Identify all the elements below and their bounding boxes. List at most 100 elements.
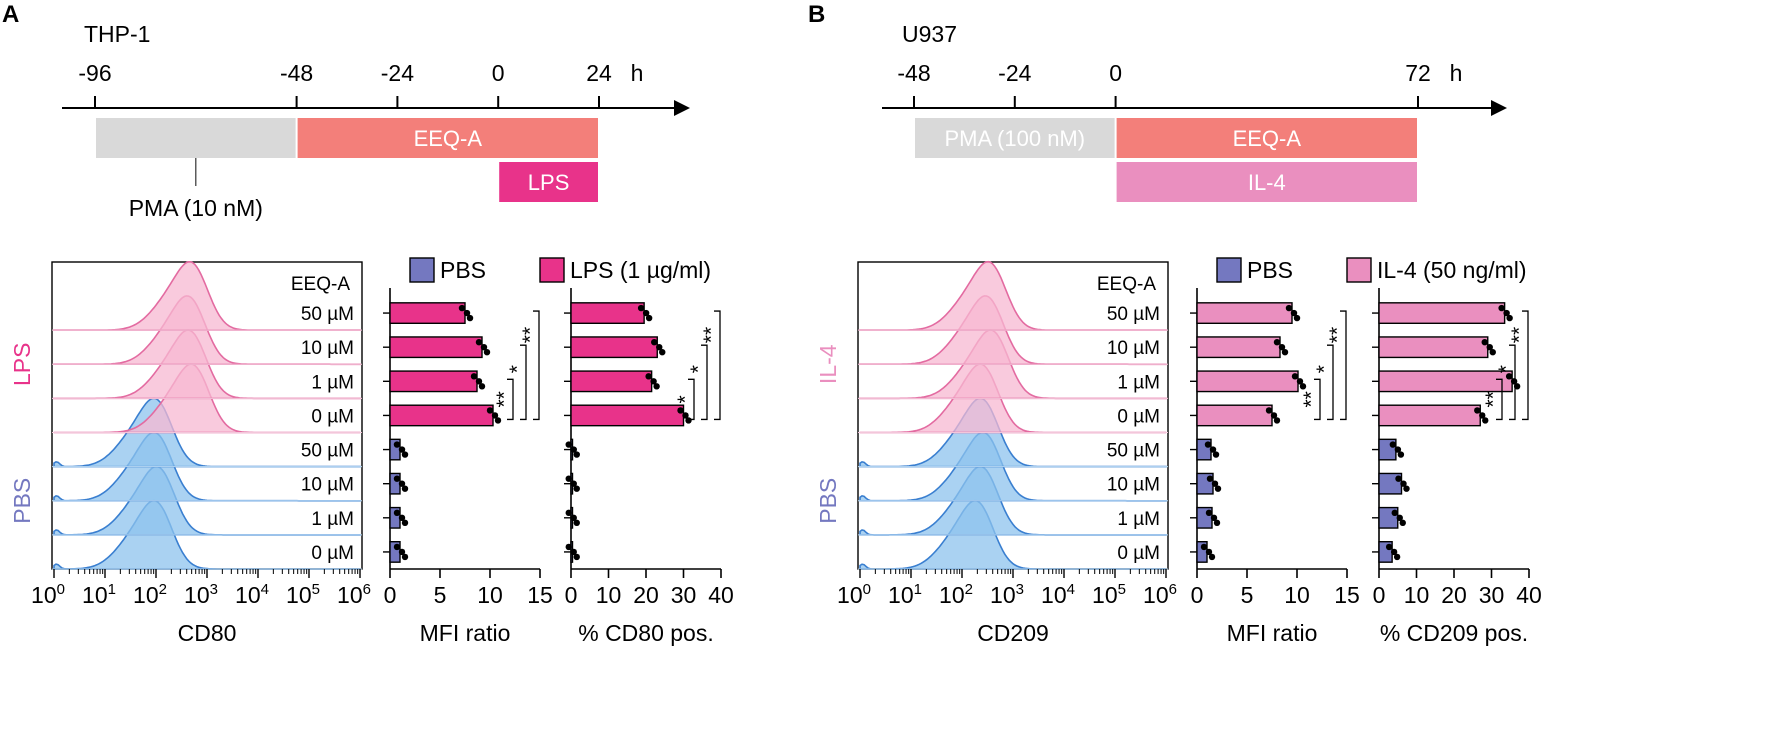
row-label: 0 µM xyxy=(311,543,354,564)
panel-b: B U937 -48 -24 0 72 h PMA (100 nM) EEQ-A IL-4 EEQ-… xyxy=(808,1,1542,646)
row-label: 1 µM xyxy=(1117,372,1160,393)
row-label: 0 µM xyxy=(1117,543,1160,564)
timeline-arrow-icon xyxy=(1491,100,1507,116)
pct-xlabel: % CD209 pos. xyxy=(1380,620,1528,646)
pct-bar xyxy=(570,370,653,393)
mfi-data-point xyxy=(1211,480,1219,487)
mfi-data-point xyxy=(1290,309,1298,317)
mfi-tick-label: 10 xyxy=(477,582,503,608)
pct-data-point xyxy=(565,475,572,482)
pct-bar xyxy=(1378,370,1513,393)
mfi-data-point xyxy=(1265,407,1273,414)
legend-label: PBS xyxy=(440,257,486,283)
timeline-bar-label: PMA (100 nM) xyxy=(944,126,1085,151)
mfi-data-point xyxy=(398,514,406,522)
timeline-bar-label: IL-4 xyxy=(1248,170,1286,195)
mfi-significance-stars: * xyxy=(1313,365,1336,373)
mfi-data-point xyxy=(1273,338,1281,346)
legend-label: PBS xyxy=(1247,257,1293,283)
histogram-tick-label: 103 xyxy=(990,581,1024,608)
mfi-data-point xyxy=(398,548,406,556)
row-label: 0 µM xyxy=(311,406,354,427)
mfi-significance-stars: ** xyxy=(1300,391,1323,407)
mfi-bar xyxy=(1196,370,1299,393)
mfi-tick-label: 0 xyxy=(384,582,397,608)
histogram-tick-exponent: 5 xyxy=(1118,581,1126,598)
pct-significance-stars: * xyxy=(687,365,710,373)
callout-label: PMA (10 nM) xyxy=(129,195,263,221)
mfi-data-point xyxy=(393,441,401,448)
mfi-tick-label: 10 xyxy=(1284,582,1310,608)
mfi-data-point xyxy=(475,338,483,346)
timeline-tick-label: 0 xyxy=(1109,60,1122,86)
mfi-data-point xyxy=(398,480,406,487)
histogram-tick-label: 102 xyxy=(939,581,973,608)
mfi-data-point xyxy=(401,485,409,492)
mfi-data-point xyxy=(1204,441,1212,448)
pct-data-point xyxy=(645,373,652,380)
histogram-tick-label: 100 xyxy=(31,581,65,608)
pct-tick-label: 40 xyxy=(1516,582,1542,608)
pct-data-point xyxy=(637,304,645,312)
mfi-data-point xyxy=(470,373,478,380)
histogram-tick-label: 101 xyxy=(82,581,116,608)
histogram-tick-exponent: 3 xyxy=(210,581,218,598)
histogram-tick-exponent: 0 xyxy=(863,581,871,598)
pct-data-point xyxy=(1400,480,1407,487)
mfi-significance-bracket xyxy=(1340,310,1347,421)
pct-bar xyxy=(1378,336,1489,359)
pct-data-point xyxy=(573,553,580,561)
row-label: 10 µM xyxy=(1107,338,1160,359)
mfi-data-point xyxy=(1273,417,1281,424)
mfi-data-point xyxy=(1281,348,1289,356)
row-label: 50 µM xyxy=(1107,304,1160,325)
mfi-data-point xyxy=(401,519,409,527)
mfi-significance-bracket xyxy=(1327,344,1334,421)
pct-data-point xyxy=(565,441,572,448)
cell-line-label: U937 xyxy=(902,21,957,47)
timeline-bar-eeqa xyxy=(297,118,598,158)
row-label: 10 µM xyxy=(301,338,354,359)
cell-line-label: THP-1 xyxy=(84,21,150,47)
pct-bar xyxy=(1378,404,1481,427)
pct-data-point xyxy=(570,548,577,556)
pct-data-point xyxy=(650,378,657,385)
pct-data-point xyxy=(1395,475,1402,482)
pct-data-point xyxy=(1505,373,1513,380)
pct-data-point xyxy=(570,480,577,487)
mfi-bar xyxy=(1196,336,1281,359)
pct-data-point xyxy=(1498,304,1505,312)
pct-data-point xyxy=(1394,446,1402,453)
pct-bar xyxy=(570,336,658,359)
mfi-xlabel: MFI ratio xyxy=(1227,620,1318,646)
mfi-data-point xyxy=(393,543,401,551)
histogram-tick-exponent: 5 xyxy=(312,581,320,598)
mfi-bar xyxy=(1196,404,1273,427)
histogram-tick-exponent: 4 xyxy=(261,581,269,598)
timeline-bar-label: EEQ-A xyxy=(414,126,483,151)
pct-tick-label: 30 xyxy=(1479,582,1505,608)
mfi-data-point xyxy=(466,314,474,322)
timeline-tick-label: 72 xyxy=(1405,60,1431,86)
histogram-tick-label: 106 xyxy=(337,581,371,608)
mfi-tick-label: 15 xyxy=(527,582,553,608)
pct-data-point xyxy=(642,309,650,317)
mfi-xlabel: MFI ratio xyxy=(420,620,511,646)
mfi-data-point xyxy=(1212,451,1220,458)
mfi-data-point xyxy=(480,343,488,351)
pct-data-point xyxy=(653,383,660,390)
pct-significance-bracket xyxy=(1522,310,1529,421)
mfi-data-point xyxy=(1213,519,1221,527)
mfi-data-point xyxy=(486,407,494,414)
timeline-tick-label: -96 xyxy=(78,60,111,86)
pct-significance-stars: ** xyxy=(1482,391,1505,407)
pct-significance-stars: * xyxy=(1495,365,1518,373)
legend-label: IL-4 (50 ng/ml) xyxy=(1377,257,1527,283)
mfi-tick-label: 0 xyxy=(1191,582,1204,608)
mfi-data-point xyxy=(491,412,499,419)
timeline-arrow-icon xyxy=(674,100,690,116)
pct-tick-label: 20 xyxy=(633,582,659,608)
mfi-data-point xyxy=(1206,475,1214,482)
mfi-bar xyxy=(389,370,478,393)
